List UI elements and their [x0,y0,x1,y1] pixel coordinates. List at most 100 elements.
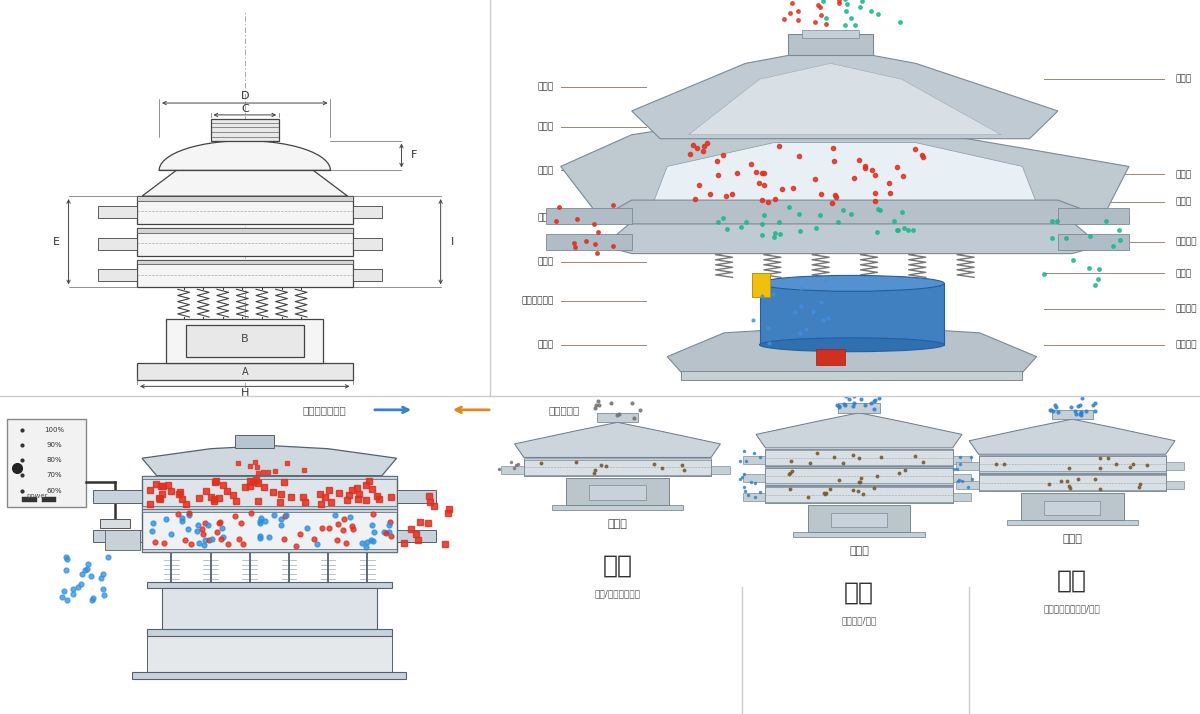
Text: 60%: 60% [46,488,61,493]
FancyBboxPatch shape [978,474,1165,491]
Text: 机　座: 机 座 [538,341,553,349]
FancyBboxPatch shape [42,498,56,502]
FancyBboxPatch shape [766,486,953,487]
Text: I: I [451,237,455,247]
FancyBboxPatch shape [1044,501,1100,516]
FancyBboxPatch shape [766,449,953,450]
FancyBboxPatch shape [142,476,396,479]
Text: 除杂: 除杂 [1057,568,1087,593]
FancyBboxPatch shape [186,325,304,356]
FancyBboxPatch shape [137,228,353,233]
Polygon shape [160,141,330,171]
Text: 出料口: 出料口 [538,166,553,175]
Text: 防尘盖: 防尘盖 [538,122,553,131]
FancyBboxPatch shape [137,228,353,256]
FancyBboxPatch shape [956,463,978,471]
Text: power: power [26,493,48,499]
FancyBboxPatch shape [137,363,353,381]
Text: 运输固定螺栓: 运输固定螺栓 [521,296,553,306]
FancyBboxPatch shape [524,458,712,460]
FancyBboxPatch shape [743,456,766,464]
FancyBboxPatch shape [1165,481,1184,489]
FancyBboxPatch shape [142,549,396,552]
FancyBboxPatch shape [353,206,382,218]
FancyBboxPatch shape [502,466,524,473]
FancyBboxPatch shape [978,471,1165,473]
Text: 分级: 分级 [602,553,632,578]
Text: 双层式: 双层式 [1062,534,1082,544]
FancyBboxPatch shape [743,493,766,501]
FancyBboxPatch shape [596,413,638,422]
FancyBboxPatch shape [766,449,953,466]
FancyBboxPatch shape [566,478,668,505]
Text: 去除异物/结块: 去除异物/结块 [841,617,877,625]
Text: 下部重锤: 下部重锤 [1175,341,1196,349]
FancyBboxPatch shape [552,505,683,510]
FancyBboxPatch shape [94,530,142,543]
FancyBboxPatch shape [766,465,953,466]
FancyBboxPatch shape [788,34,874,56]
Text: 去除液体中的颠粒/异物: 去除液体中的颠粒/异物 [1044,605,1100,613]
Polygon shape [142,171,348,196]
Text: 80%: 80% [46,457,61,463]
Polygon shape [756,413,962,448]
FancyBboxPatch shape [98,206,137,218]
FancyBboxPatch shape [142,509,396,512]
Text: 上部重锤: 上部重锤 [1175,237,1196,246]
Text: 网　架: 网 架 [1175,170,1192,179]
Text: 100%: 100% [43,427,64,433]
FancyBboxPatch shape [353,238,382,250]
FancyBboxPatch shape [816,348,845,365]
Polygon shape [560,111,1129,222]
FancyBboxPatch shape [766,486,953,503]
FancyBboxPatch shape [752,273,770,297]
FancyBboxPatch shape [101,518,130,528]
FancyBboxPatch shape [978,455,1165,456]
Text: F: F [410,151,416,161]
FancyBboxPatch shape [106,530,139,550]
Text: 结构示意图: 结构示意图 [548,405,580,415]
FancyBboxPatch shape [1058,233,1129,250]
Polygon shape [142,446,396,476]
FancyBboxPatch shape [22,498,37,502]
Text: 三层式: 三层式 [850,546,869,556]
Text: E: E [53,237,60,247]
Text: 振动电机: 振动电机 [1175,305,1196,313]
Text: 过滤: 过滤 [844,580,874,605]
FancyBboxPatch shape [137,260,353,287]
Ellipse shape [760,338,944,352]
FancyBboxPatch shape [235,435,274,448]
FancyBboxPatch shape [766,502,953,503]
FancyBboxPatch shape [167,319,323,363]
Text: 单层式: 单层式 [607,519,628,529]
FancyBboxPatch shape [137,196,353,201]
FancyBboxPatch shape [978,456,1165,473]
Polygon shape [631,48,1058,139]
FancyBboxPatch shape [978,490,1165,491]
Text: 弹　簧: 弹 簧 [538,257,553,266]
FancyBboxPatch shape [210,119,280,141]
FancyBboxPatch shape [146,636,391,673]
FancyBboxPatch shape [956,481,978,489]
Polygon shape [604,222,1100,253]
Text: B: B [241,334,248,344]
FancyBboxPatch shape [162,588,377,630]
Polygon shape [646,143,1044,222]
FancyBboxPatch shape [839,403,880,413]
Polygon shape [515,422,720,458]
FancyBboxPatch shape [766,483,953,485]
FancyBboxPatch shape [98,238,137,250]
FancyBboxPatch shape [146,581,391,588]
FancyBboxPatch shape [546,233,631,250]
Text: D: D [240,91,250,101]
Text: A: A [241,367,248,377]
Text: 90%: 90% [46,442,61,448]
FancyBboxPatch shape [1165,463,1184,471]
Text: 筛　网: 筛 网 [1175,75,1192,84]
FancyBboxPatch shape [137,196,353,224]
Ellipse shape [760,276,944,291]
FancyBboxPatch shape [978,473,1165,475]
FancyBboxPatch shape [1007,520,1138,525]
FancyBboxPatch shape [802,30,859,38]
FancyBboxPatch shape [766,468,953,485]
